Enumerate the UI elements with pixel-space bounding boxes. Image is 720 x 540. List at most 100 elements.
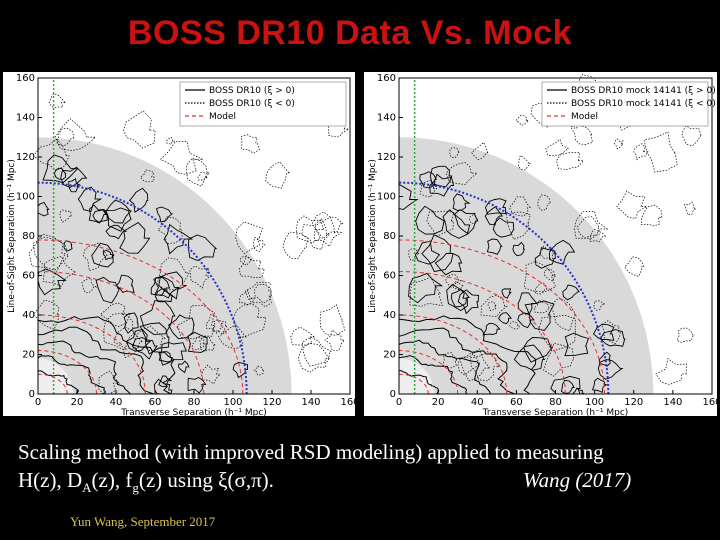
negative-contour: [191, 337, 206, 351]
negative-contour: [201, 364, 222, 385]
negative-contour: [252, 236, 266, 253]
negative-contour: [296, 215, 325, 244]
positive-contour: [599, 329, 626, 347]
positive-contour: [188, 234, 218, 261]
negative-contour: [235, 221, 263, 255]
negative-contour: [457, 352, 482, 376]
y-tick-label: 120: [16, 152, 35, 163]
negative-contour: [442, 352, 458, 369]
positive-contour: [442, 209, 471, 239]
x-tick-label: 100: [585, 397, 604, 408]
negative-contour: [506, 211, 531, 240]
negative-contour: [265, 161, 290, 189]
y-tick-label: 60: [22, 271, 35, 282]
positive-contour: [158, 271, 187, 300]
positive-contour: [429, 165, 453, 188]
positive-contour: [105, 199, 133, 224]
negative-contour: [601, 320, 621, 344]
positive-contour: [453, 209, 479, 235]
negative-contour: [487, 301, 497, 312]
positive-contour: [398, 339, 492, 395]
x-tick-label: 60: [149, 397, 162, 408]
positive-contour: [115, 274, 135, 294]
x-tick-label: 20: [71, 397, 84, 408]
negative-contour: [211, 319, 228, 335]
negative-contour: [681, 125, 702, 147]
negative-contour: [244, 281, 272, 304]
positive-contour: [95, 276, 121, 304]
negative-contour: [556, 151, 585, 171]
positive-contour: [513, 344, 546, 371]
positive-contour: [562, 284, 580, 301]
negative-contour: [445, 162, 479, 185]
positive-contour: [128, 187, 149, 213]
positive-contour: [485, 198, 507, 215]
positive-contour: [434, 252, 463, 276]
positive-contour: [486, 238, 503, 255]
negative-contour: [445, 274, 462, 288]
footer-credit: Yun Wang, September 2017: [70, 514, 216, 529]
negative-contour: [676, 327, 694, 343]
positive-contour: [564, 332, 590, 357]
negative-contour: [42, 255, 77, 287]
positive-contour: [398, 355, 468, 395]
y-tick-label: 100: [16, 192, 35, 203]
negative-contour: [33, 299, 60, 330]
positive-contour: [104, 207, 133, 232]
negative-contour: [99, 302, 131, 327]
negative-contour: [593, 300, 607, 311]
positive-contour: [68, 177, 82, 193]
positive-contour: [550, 375, 581, 395]
positive-contour: [232, 361, 248, 379]
model-contour: [37, 373, 68, 395]
negative-contour: [239, 256, 253, 266]
positive-contour: [408, 272, 443, 304]
positive-contour: [37, 316, 176, 395]
y-tick-label: 160: [377, 73, 396, 84]
model-contour: [37, 350, 97, 395]
positive-contour: [91, 242, 115, 268]
negative-contour: [683, 201, 697, 216]
negative-contour: [139, 169, 155, 183]
y-tick-label: 80: [383, 231, 396, 242]
positive-contour: [482, 323, 501, 336]
y-axis-label: Line-of-Sight Separation (h⁻¹ Mpc): [368, 159, 378, 313]
positive-contour: [92, 209, 109, 223]
positive-contour: [450, 289, 467, 308]
positive-contour: [501, 288, 512, 299]
negative-contour: [509, 321, 520, 330]
negative-contour: [189, 265, 212, 289]
citation: Wang (2017): [523, 468, 632, 492]
legend-box: [179, 81, 347, 127]
negative-contour: [81, 277, 98, 294]
negative-contour: [241, 134, 260, 154]
negative-contour: [297, 342, 330, 373]
negative-contour: [419, 180, 438, 198]
negative-contour: [544, 268, 557, 282]
contour-plot-mock: 0 20 40 60 80 100 120 140 160 0 20 40 60 80 100 120 140 1…: [368, 73, 717, 416]
x-tick-label: 160: [340, 397, 355, 408]
negative-contour: [186, 157, 211, 187]
positive-contour: [158, 375, 172, 388]
legend-label: BOSS DR10 mock 14141 (ξ < 0): [571, 99, 716, 109]
model-contour: [398, 314, 508, 395]
negative-contour: [545, 138, 569, 157]
x-tick-label: 80: [188, 397, 201, 408]
positive-contour: [53, 167, 67, 180]
y-tick-label: 20: [383, 350, 396, 361]
positive-contour: [457, 289, 480, 315]
positive-contour: [597, 359, 624, 380]
legend-label: Model: [209, 112, 236, 122]
positive-contour: [534, 247, 556, 269]
negative-contour: [56, 127, 75, 147]
negative-contour: [199, 336, 217, 352]
negative-contour: [160, 141, 203, 175]
x-tick-label: 120: [262, 397, 281, 408]
legend-label: BOSS DR10 mock 14141 (ξ > 0): [571, 86, 716, 96]
x-tick-label: 40: [471, 397, 484, 408]
negative-contour: [103, 312, 137, 351]
negative-contour: [166, 136, 175, 145]
negative-contour: [302, 336, 332, 367]
negative-contour: [459, 348, 491, 382]
y-tick-label: 20: [22, 350, 35, 361]
